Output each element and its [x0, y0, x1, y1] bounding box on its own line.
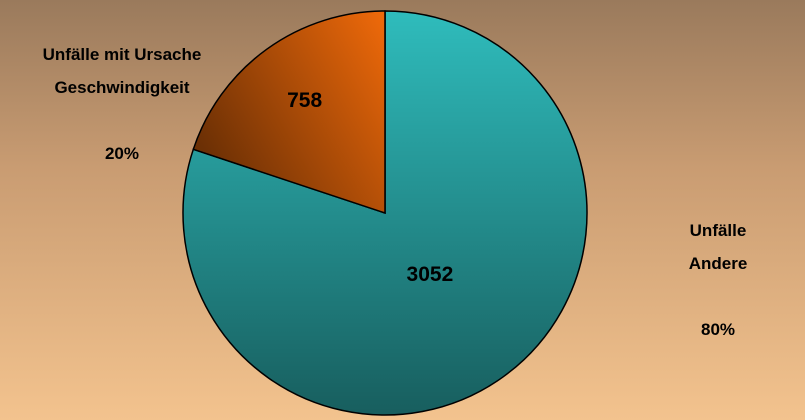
- slice-label: Unfälle Andere 80%: [675, 181, 762, 379]
- slice-shading: [192, 10, 386, 215]
- value-label: 758: [287, 89, 322, 112]
- value-label: 3052: [407, 263, 454, 286]
- category-label: Unfälle Andere: [688, 221, 748, 273]
- share-label: 20%: [104, 144, 140, 163]
- share-label: 80%: [700, 320, 736, 339]
- slice-label: Unfälle mit Ursache Geschwindigkeit 20%: [43, 5, 202, 203]
- category-label: Unfälle mit Ursache Geschwindigkeit: [42, 45, 202, 97]
